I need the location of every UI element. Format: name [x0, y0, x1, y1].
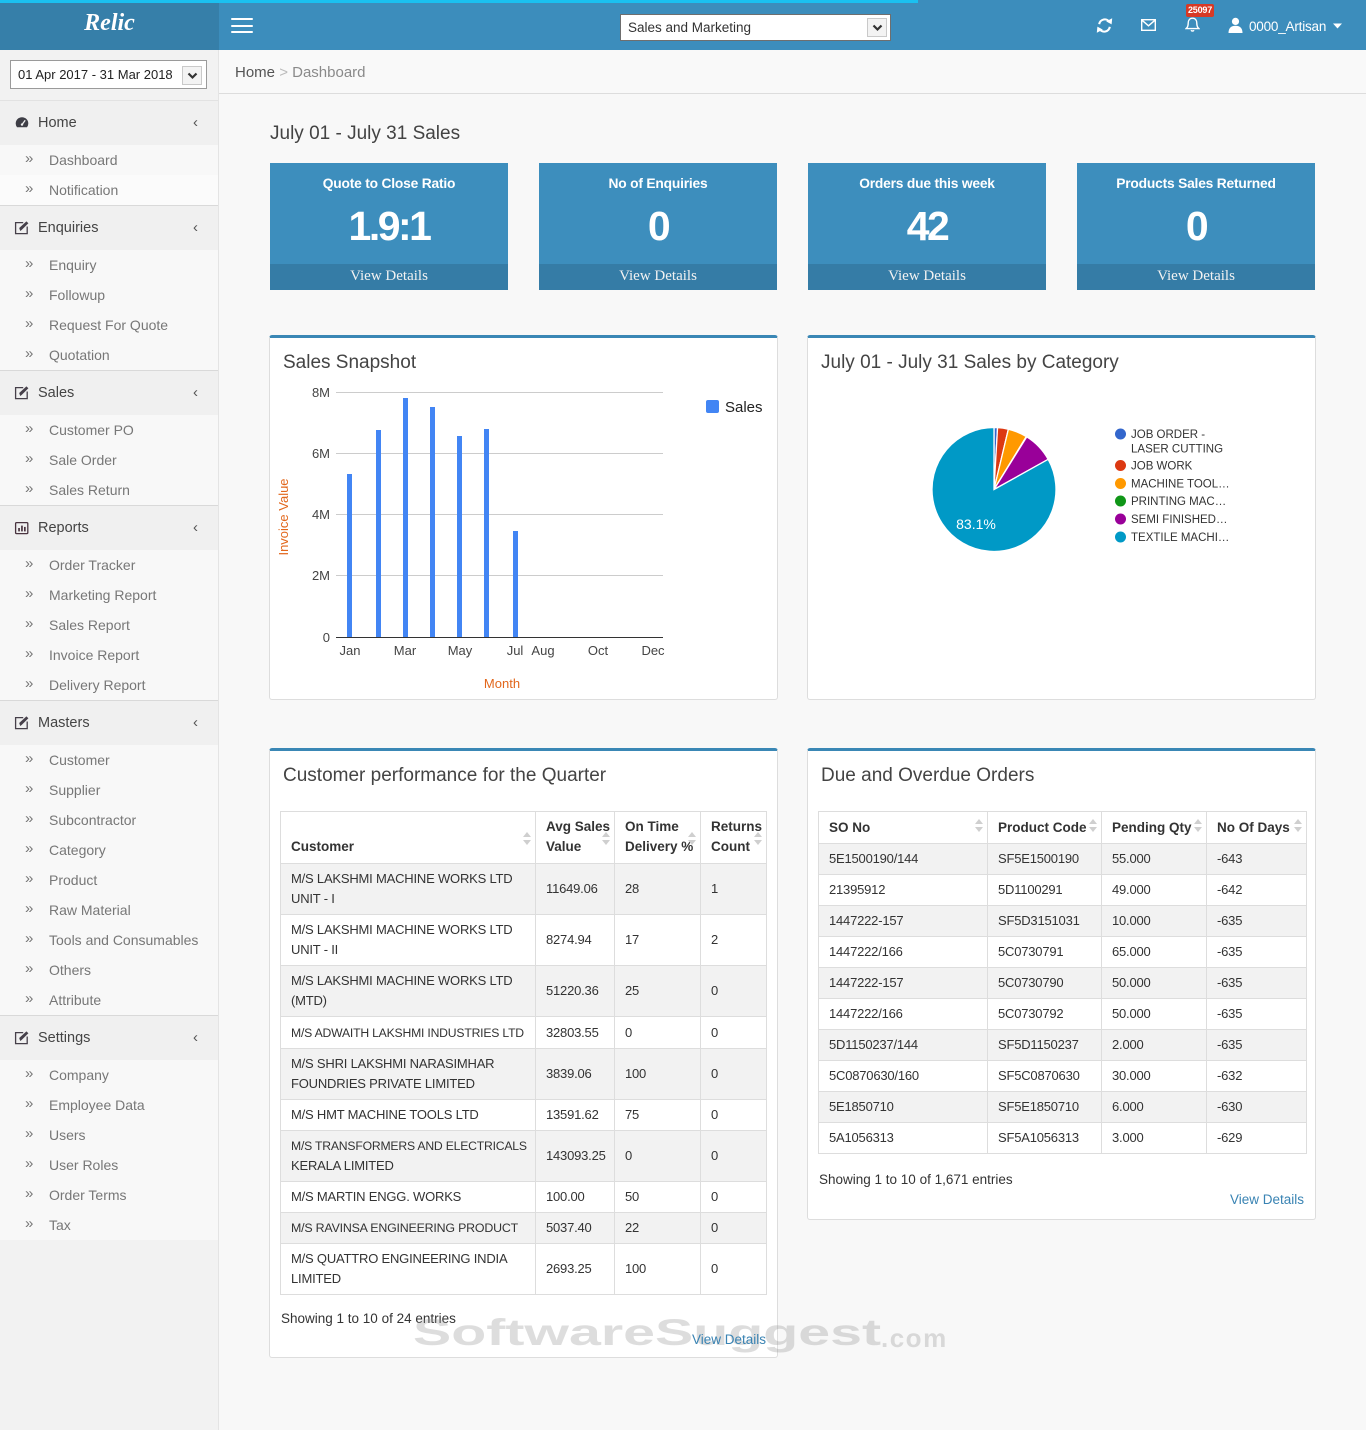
svg-text:Dec: Dec: [641, 643, 665, 658]
svg-text:6M: 6M: [312, 446, 330, 461]
svg-text:JOB ORDER -: JOB ORDER -: [1131, 429, 1205, 441]
svg-text:0: 0: [323, 630, 330, 645]
svg-text:Aug: Aug: [531, 643, 554, 658]
svg-text:Invoice Value: Invoice Value: [276, 478, 291, 555]
svg-text:Month: Month: [484, 676, 520, 691]
svg-text:LASER CUTTING: LASER CUTTING: [1131, 444, 1223, 456]
svg-text:TEXTILE MACHI…: TEXTILE MACHI…: [1131, 532, 1229, 544]
svg-text:JOB WORK: JOB WORK: [1131, 461, 1193, 473]
svg-text:Sales: Sales: [725, 399, 763, 416]
svg-text:Jan: Jan: [340, 643, 361, 658]
svg-text:Mar: Mar: [394, 643, 417, 658]
svg-text:PRINTING MAC…: PRINTING MAC…: [1131, 496, 1226, 508]
svg-text:4M: 4M: [312, 507, 330, 522]
svg-text:May: May: [448, 643, 473, 658]
svg-text:Jul: Jul: [507, 643, 524, 658]
svg-text:SEMI FINISHED…: SEMI FINISHED…: [1131, 514, 1227, 526]
svg-text:83.1%: 83.1%: [956, 516, 996, 532]
svg-text:8M: 8M: [312, 385, 330, 400]
svg-text:Oct: Oct: [588, 643, 609, 658]
svg-text:2M: 2M: [312, 568, 330, 583]
svg-text:MACHINE TOOL…: MACHINE TOOL…: [1131, 479, 1230, 491]
